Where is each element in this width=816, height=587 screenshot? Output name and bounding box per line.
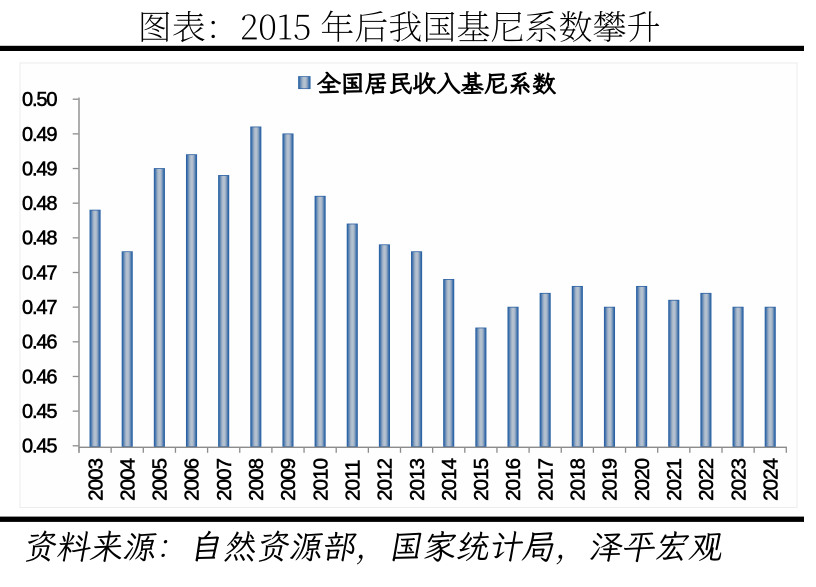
svg-text:2007: 2007 — [213, 458, 236, 501]
svg-text:2020: 2020 — [631, 458, 654, 501]
svg-text:0.47: 0.47 — [22, 262, 57, 284]
svg-text:0.45: 0.45 — [22, 436, 57, 458]
svg-text:2004: 2004 — [116, 458, 139, 501]
svg-text:0.45: 0.45 — [22, 401, 57, 423]
svg-text:2013: 2013 — [406, 458, 429, 501]
svg-text:2012: 2012 — [374, 458, 397, 501]
svg-text:2021: 2021 — [663, 458, 686, 501]
svg-text:2022: 2022 — [695, 458, 718, 501]
svg-text:0.50: 0.50 — [22, 89, 57, 111]
svg-text:2015: 2015 — [470, 458, 493, 501]
svg-text:2018: 2018 — [567, 458, 590, 501]
svg-text:2019: 2019 — [599, 458, 622, 501]
svg-text:0.49: 0.49 — [22, 158, 57, 180]
svg-text:0.47: 0.47 — [22, 297, 57, 319]
svg-text:2005: 2005 — [149, 458, 172, 501]
svg-text:2016: 2016 — [502, 458, 525, 501]
svg-text:0.49: 0.49 — [22, 124, 57, 146]
svg-text:2023: 2023 — [727, 458, 750, 501]
svg-text:2008: 2008 — [245, 458, 268, 501]
svg-text:2010: 2010 — [309, 458, 332, 501]
svg-text:2003: 2003 — [84, 458, 107, 501]
svg-text:0.48: 0.48 — [22, 228, 57, 250]
svg-text:2011: 2011 — [341, 460, 364, 501]
svg-text:0.46: 0.46 — [22, 332, 57, 354]
svg-text:0.48: 0.48 — [22, 193, 57, 215]
svg-text:2024: 2024 — [759, 458, 782, 501]
svg-text:2009: 2009 — [277, 458, 300, 501]
svg-text:2017: 2017 — [534, 458, 557, 501]
svg-text:2006: 2006 — [181, 458, 204, 501]
svg-text:2014: 2014 — [438, 458, 461, 501]
svg-text:0.46: 0.46 — [22, 366, 57, 388]
